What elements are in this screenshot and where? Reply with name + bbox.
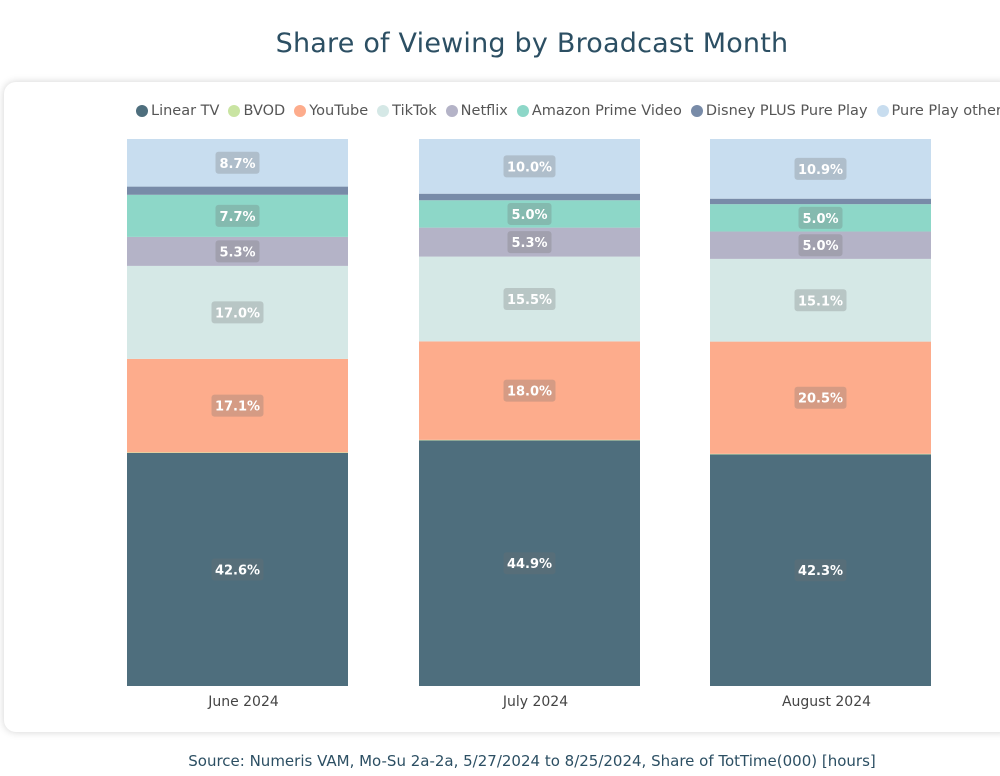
bar-segment-linear-tv[interactable]	[710, 454, 931, 686]
legend-item-youtube[interactable]: YouTube	[294, 103, 368, 119]
legend-item-tiktok[interactable]: TikTok	[377, 103, 437, 119]
bar-segment-linear-tv[interactable]	[419, 440, 640, 686]
legend-label: Disney PLUS Pure Play	[705, 103, 868, 119]
data-label: 20.5%	[798, 392, 843, 407]
chart-title: Share of Viewing by Broadcast Month	[275, 28, 789, 59]
data-label-background	[503, 552, 556, 575]
data-label: 10.0%	[507, 160, 552, 175]
legend-swatch	[516, 105, 529, 117]
data-label-background	[794, 559, 847, 582]
data-label-background	[215, 204, 260, 227]
data-label: 5.0%	[802, 212, 838, 227]
data-label: 8.7%	[219, 157, 255, 172]
legend-swatch	[136, 105, 148, 117]
legend-label: YouTube	[309, 103, 369, 119]
bar-segment-youtube[interactable]	[419, 341, 640, 440]
data-label-background	[798, 206, 843, 229]
legend-swatch	[294, 105, 307, 117]
bar-segment-youtube[interactable]	[710, 341, 931, 454]
data-label-background	[211, 394, 264, 417]
legend-item-netflix[interactable]: Netflix	[445, 103, 508, 119]
data-label-background	[794, 289, 847, 312]
bar-segment-tiktok[interactable]	[419, 256, 640, 342]
bar-segment-pure-play-other[interactable]	[419, 139, 640, 194]
bar-segment-amazon-prime-video[interactable]	[127, 194, 348, 237]
legend-label: Netflix	[460, 103, 508, 119]
bar-segment-tiktok[interactable]	[127, 265, 348, 359]
data-label-background	[794, 386, 847, 409]
data-label: 7.7%	[219, 210, 255, 225]
bar-segment-netflix[interactable]	[127, 236, 348, 266]
data-label-background	[794, 157, 847, 180]
data-label: 44.9%	[507, 557, 552, 572]
bar-segment-netflix[interactable]	[710, 231, 931, 259]
data-label: 10.9%	[798, 163, 843, 178]
bar-segment-disney-plus-pure-play[interactable]	[710, 198, 931, 205]
x-tick-label: June 2024	[207, 694, 279, 710]
data-label-background	[503, 379, 556, 402]
legend-label: Amazon Prime Video	[531, 103, 682, 119]
bar-segment-bvod[interactable]	[710, 453, 931, 455]
data-label-background	[503, 155, 556, 178]
chart-legend: Linear TV BVOD YouTube TikTok Netflix Amazon …	[136, 100, 1000, 122]
legend-swatch	[690, 105, 703, 117]
legend-label: Pure Play other	[891, 103, 1000, 119]
data-label: 17.0%	[215, 306, 260, 321]
data-label: 42.6%	[215, 563, 260, 578]
bar-segment-pure-play-other[interactable]	[127, 139, 348, 187]
legend-label: TikTok	[392, 103, 437, 119]
data-label: 42.3%	[798, 564, 843, 579]
data-label-background	[798, 234, 843, 257]
legend-item-amazon-prime-video[interactable]: Amazon Prime Video	[516, 103, 682, 119]
bar-segment-amazon-prime-video[interactable]	[710, 204, 931, 232]
data-label-background	[215, 240, 260, 263]
legend-item-pure-play-other[interactable]: Pure Play other	[876, 103, 1000, 119]
data-label: 5.3%	[511, 236, 547, 251]
x-tick-label: August 2024	[782, 694, 871, 710]
data-label: 5.0%	[511, 208, 547, 223]
bar-segment-pure-play-other[interactable]	[710, 139, 931, 199]
legend-swatch	[445, 105, 458, 117]
bar-segment-linear-tv[interactable]	[127, 452, 348, 686]
data-label-background	[507, 202, 552, 225]
data-label-background	[211, 301, 264, 324]
legend-swatch	[228, 105, 241, 117]
data-label: 18.0%	[507, 385, 552, 400]
bar-segment-disney-plus-pure-play[interactable]	[127, 186, 348, 195]
legend-swatch	[377, 105, 390, 117]
legend-item-disney-plus-pure-play[interactable]: Disney PLUS Pure Play	[690, 103, 868, 119]
bar-segment-disney-plus-pure-play[interactable]	[419, 193, 640, 201]
bar-segment-youtube[interactable]	[127, 358, 348, 453]
data-label: 17.1%	[215, 400, 260, 415]
data-label-background	[211, 558, 264, 581]
legend-item-bvod[interactable]: BVOD	[228, 103, 285, 119]
x-tick-label: July 2024	[502, 694, 568, 710]
bar-segment-tiktok[interactable]	[710, 258, 931, 342]
legend-swatch	[876, 105, 889, 117]
data-label-background	[215, 151, 260, 174]
data-label: 5.3%	[219, 245, 255, 260]
source-note: Source: Numeris VAM, Mo-Su 2a-2a, 5/27/2…	[188, 752, 876, 770]
data-label: 15.1%	[798, 294, 843, 309]
legend-item-linear-tv[interactable]: Linear TV	[136, 103, 219, 119]
legend-label: Linear TV	[151, 103, 220, 119]
data-label: 5.0%	[802, 239, 838, 254]
bar-segment-bvod[interactable]	[419, 439, 640, 441]
data-label-background	[503, 287, 556, 310]
data-label: 15.5%	[507, 293, 552, 308]
data-label-background	[507, 231, 552, 254]
legend-label: BVOD	[243, 103, 286, 119]
bar-segment-netflix[interactable]	[419, 227, 640, 257]
bar-segment-amazon-prime-video[interactable]	[419, 200, 640, 228]
bar-segment-bvod[interactable]	[127, 452, 348, 453]
